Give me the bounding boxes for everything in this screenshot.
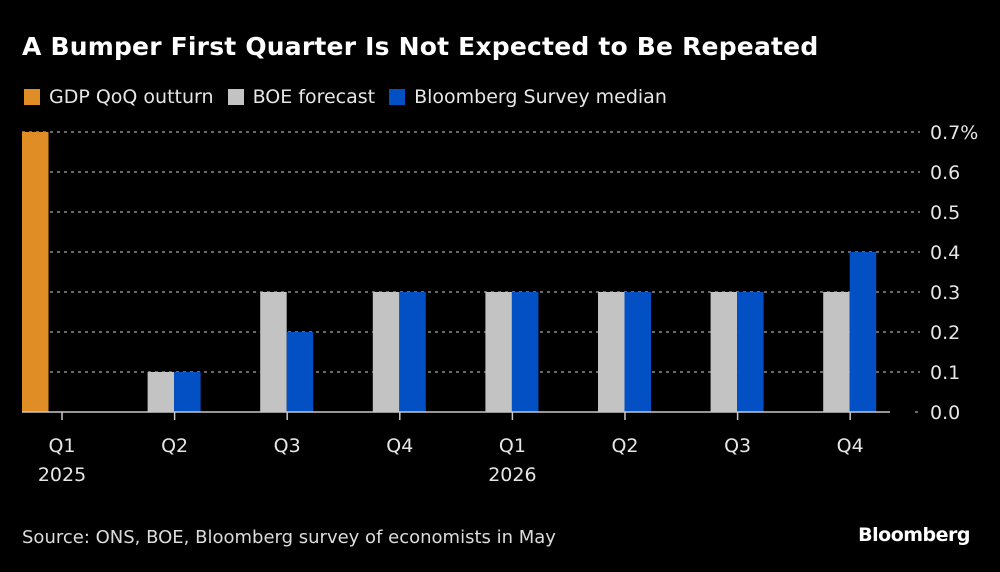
bar-bloomberg-median xyxy=(174,372,201,412)
y-tick-label: 0.3 xyxy=(930,282,960,304)
bar-bloomberg-median xyxy=(737,292,764,412)
x-axis-ticks: Q1 2025 Q2 Q3 Q4 Q1 2026 Q2 Q3 Q4 xyxy=(38,412,864,486)
legend-label-bloomberg: Bloomberg Survey median xyxy=(414,86,667,108)
bar-bloomberg-median xyxy=(399,292,426,412)
legend-label-gdp: GDP QoQ outturn xyxy=(49,86,214,108)
bar-bloomberg-median xyxy=(286,332,314,412)
bars xyxy=(22,132,877,412)
bar-boe-forecast xyxy=(485,292,512,412)
bar-boe-forecast xyxy=(260,292,287,412)
bar-boe-forecast xyxy=(598,292,625,412)
legend-swatch-gdp xyxy=(24,89,40,105)
bar-boe-forecast xyxy=(372,292,400,412)
source-note: Source: ONS, BOE, Bloomberg survey of ec… xyxy=(22,527,556,548)
legend-item-gdp: GDP QoQ outturn xyxy=(24,86,214,108)
bloomberg-logo: Bloomberg xyxy=(858,524,970,546)
y-axis-ticks: 0.0 0.1 0.2 0.3 0.4 0.5 0.6 0.7% xyxy=(930,122,978,424)
y-tick-label: 0.2 xyxy=(930,322,960,344)
bar-bloomberg-median xyxy=(511,292,539,412)
legend-label-boe: BOE forecast xyxy=(252,86,376,108)
legend: GDP QoQ outturn BOE forecast Bloomberg S… xyxy=(24,86,681,108)
bar-gdp-outturn xyxy=(22,132,49,412)
x-tick-label: Q2 xyxy=(611,435,638,457)
y-tick-label: 0.7% xyxy=(930,122,978,144)
gridlines xyxy=(22,131,920,413)
x-tick-label: Q3 xyxy=(724,435,751,457)
y-tick-label: 0.5 xyxy=(930,202,960,224)
legend-item-boe: BOE forecast xyxy=(227,86,376,108)
x-tick-label: Q2 xyxy=(161,435,188,457)
bar-bloomberg-median xyxy=(849,252,877,412)
x-tick-year-label: 2026 xyxy=(488,464,536,486)
legend-swatch-bloomberg xyxy=(389,89,406,105)
bar-boe-forecast xyxy=(823,292,850,412)
y-tick-label: 0.4 xyxy=(930,242,960,264)
bar-bloomberg-median xyxy=(624,292,651,412)
y-tick-label: 0.0 xyxy=(930,402,960,424)
x-tick-label: Q1 xyxy=(499,435,526,457)
y-tick-label: 0.1 xyxy=(930,362,960,384)
y-tick-label: 0.6 xyxy=(930,162,960,184)
x-tick-label: Q1 xyxy=(48,435,75,457)
x-tick-label: Q3 xyxy=(274,435,301,457)
bar-boe-forecast xyxy=(710,292,738,412)
legend-swatch-boe xyxy=(227,89,244,105)
chart-title: A Bumper First Quarter Is Not Expected t… xyxy=(22,32,819,61)
x-tick-label: Q4 xyxy=(837,435,864,457)
x-tick-label: Q4 xyxy=(386,435,413,457)
legend-item-bloomberg: Bloomberg Survey median xyxy=(389,86,667,108)
bar-boe-forecast xyxy=(147,372,175,412)
x-tick-year-label: 2025 xyxy=(38,464,86,486)
